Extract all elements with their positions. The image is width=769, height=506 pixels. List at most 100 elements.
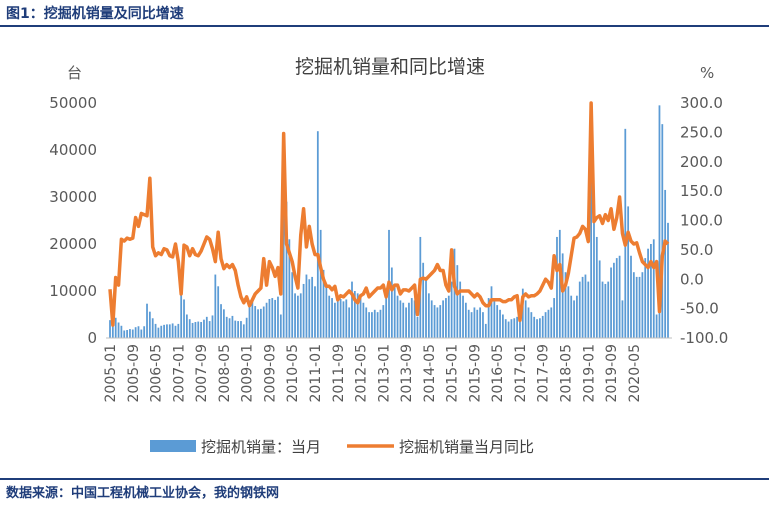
sales-bar bbox=[516, 316, 518, 338]
sales-bar bbox=[297, 295, 299, 338]
sales-bar bbox=[126, 330, 128, 338]
sales-bar bbox=[123, 330, 126, 338]
sales-bar bbox=[638, 276, 641, 338]
x-tick-label: 2018-05 bbox=[559, 344, 575, 403]
sales-bar bbox=[410, 298, 413, 338]
sales-bar bbox=[476, 309, 479, 338]
sales-bar bbox=[556, 236, 558, 338]
sales-bar bbox=[331, 298, 333, 338]
right-tick-label: 250.0 bbox=[680, 123, 723, 141]
sales-bar bbox=[504, 319, 507, 338]
sales-bar bbox=[140, 329, 143, 338]
x-tick-label: 2011-09 bbox=[331, 344, 347, 403]
sales-bar bbox=[231, 315, 234, 338]
source-note: 数据来源：中国工程机械工业协会，我的钢铁网 bbox=[6, 486, 280, 501]
sales-bar bbox=[228, 318, 231, 338]
sales-bar bbox=[282, 197, 285, 338]
sales-bar bbox=[473, 307, 476, 338]
sales-bar bbox=[211, 315, 214, 338]
sales-bar bbox=[558, 229, 561, 338]
sales-bar bbox=[191, 322, 194, 338]
x-tick-label: 2013-09 bbox=[399, 344, 415, 403]
sales-bar bbox=[308, 279, 311, 338]
sales-bar bbox=[328, 295, 331, 338]
sales-bar bbox=[382, 305, 385, 338]
sales-bar bbox=[197, 321, 200, 338]
sales-bar bbox=[493, 300, 496, 338]
sales-bar bbox=[610, 267, 612, 338]
x-tick-label: 2012-05 bbox=[354, 344, 370, 403]
sales-bar bbox=[114, 317, 117, 338]
left-tick-label: 30000 bbox=[49, 188, 97, 206]
sales-bar bbox=[590, 160, 593, 338]
sales-bar bbox=[299, 293, 302, 338]
left-tick-label: 20000 bbox=[49, 235, 97, 253]
sales-bar bbox=[544, 312, 547, 338]
sales-bar bbox=[664, 189, 667, 338]
sales-bar bbox=[234, 320, 237, 338]
right-tick-label: 100.0 bbox=[680, 212, 723, 230]
x-tick-label: 2011-01 bbox=[308, 344, 324, 403]
x-tick-label: 2013-01 bbox=[376, 344, 392, 403]
sales-bar bbox=[288, 239, 291, 338]
sales-bar bbox=[613, 262, 615, 338]
sales-bar bbox=[632, 272, 635, 338]
sales-bar bbox=[402, 302, 405, 338]
sales-bar bbox=[257, 309, 259, 338]
sales-bar bbox=[408, 302, 410, 338]
sales-bar bbox=[427, 293, 430, 338]
sales-bar bbox=[533, 316, 536, 338]
right-tick-label: 300.0 bbox=[680, 94, 723, 112]
sales-bar bbox=[143, 326, 146, 338]
x-tick-label: 2009-09 bbox=[262, 344, 278, 403]
right-tick-label: -100.0 bbox=[680, 329, 728, 347]
sales-bar bbox=[353, 291, 356, 338]
sales-bar bbox=[564, 272, 567, 338]
x-tick-label: 2015-09 bbox=[467, 344, 483, 403]
sales-bar bbox=[425, 276, 427, 338]
sales-bar bbox=[539, 318, 541, 338]
sales-bar bbox=[496, 305, 499, 338]
figure-title: 图1：挖掘机销量及同比增速 bbox=[6, 6, 184, 22]
sales-bar bbox=[305, 274, 308, 338]
sales-bar bbox=[166, 324, 168, 338]
sales-bar bbox=[271, 298, 274, 338]
sales-bar bbox=[570, 295, 573, 338]
sales-bar bbox=[573, 300, 575, 338]
x-tick-label: 2009-01 bbox=[240, 344, 256, 403]
sales-bar bbox=[445, 298, 447, 338]
sales-bar bbox=[661, 124, 664, 339]
sales-bar bbox=[373, 309, 376, 338]
yoy-line-series bbox=[108, 101, 670, 327]
sales-bar bbox=[223, 309, 225, 338]
left-tick-label: 50000 bbox=[49, 94, 97, 112]
sales-bar bbox=[336, 300, 339, 338]
sales-bar bbox=[459, 281, 462, 338]
sales-bar bbox=[667, 222, 669, 338]
sales-bar bbox=[376, 312, 379, 338]
sales-bar bbox=[658, 105, 661, 338]
sales-bar bbox=[399, 300, 402, 338]
sales-bar bbox=[334, 302, 336, 338]
sales-bar bbox=[433, 305, 436, 338]
sales-bar bbox=[359, 298, 362, 338]
sales-bar bbox=[502, 314, 504, 338]
left-axis-ticks: 0 10000 20000 30000 40000 50000 bbox=[49, 94, 97, 347]
sales-bar bbox=[655, 314, 658, 338]
x-tick-label: 2017-09 bbox=[536, 344, 552, 403]
sales-bar bbox=[111, 318, 114, 338]
sales-bar bbox=[245, 317, 248, 338]
sales-bar bbox=[393, 286, 396, 338]
left-axis-unit: 台 bbox=[67, 64, 82, 82]
header-rule bbox=[0, 25, 769, 27]
sales-bar bbox=[456, 265, 459, 338]
right-axis-ticks: -100.0 -50.0 0.0 50.0 100.0 150.0 200.0 250.0 30… bbox=[680, 94, 728, 347]
sales-bar bbox=[319, 229, 322, 338]
x-tick-label: 2020-05 bbox=[627, 344, 643, 403]
sales-bar bbox=[154, 323, 157, 338]
sales-bar bbox=[513, 318, 516, 338]
right-tick-label: -50.0 bbox=[680, 300, 719, 318]
sales-bar bbox=[183, 299, 185, 338]
sales-bar bbox=[277, 296, 279, 338]
sales-bar bbox=[615, 258, 618, 338]
